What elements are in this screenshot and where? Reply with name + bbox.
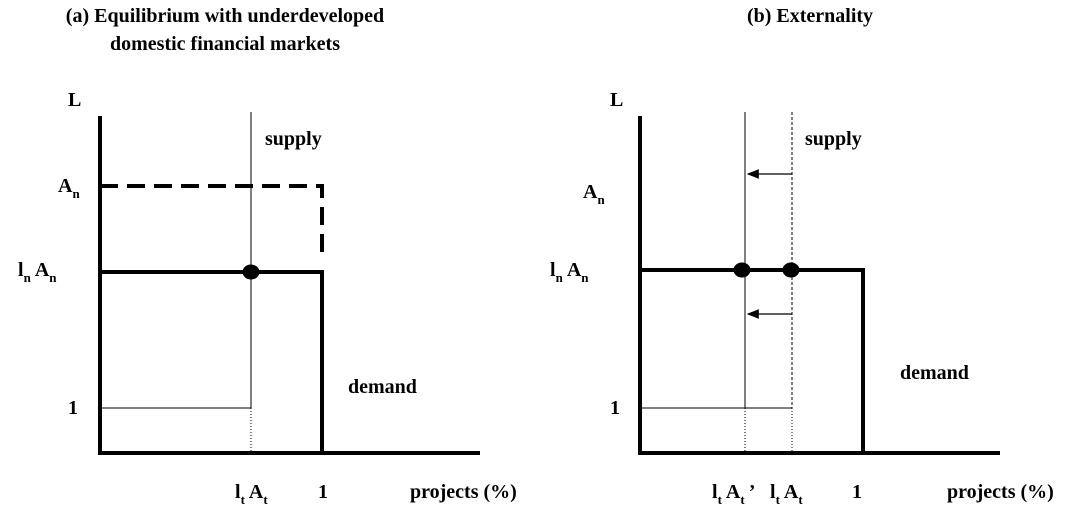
label-subscript: t (798, 492, 803, 507)
label-text: 1 (852, 481, 862, 503)
label-text: l (235, 481, 241, 503)
label-gap (803, 481, 807, 503)
label-subscript: t (718, 492, 723, 507)
label-text: A (567, 259, 582, 281)
label-subscript: n (581, 270, 589, 285)
label-text: 1 (318, 481, 328, 503)
label-gap (605, 181, 609, 203)
x-label: lt At (235, 481, 272, 507)
label-gap (268, 481, 272, 503)
label-text: A (35, 259, 50, 281)
label-text: A (249, 481, 264, 503)
y-axis-label: L (610, 89, 623, 111)
label-subscript: n (72, 186, 80, 201)
label-subscript: t (263, 492, 268, 507)
curve-label: demand (348, 376, 417, 398)
label-text: l (18, 259, 24, 281)
curve-label: supply (265, 128, 322, 150)
y-label: ln An (550, 259, 593, 285)
label-gap (589, 259, 593, 281)
label-gap (57, 259, 61, 281)
x-label: 1 (318, 481, 328, 503)
shapes (98, 112, 1000, 455)
y-label: 1 (68, 397, 78, 419)
label-subscript: t (776, 492, 781, 507)
label-text: A (583, 181, 598, 203)
y-label: An (583, 181, 609, 207)
label-text: A (58, 175, 73, 197)
curve-label: supply (805, 128, 862, 150)
y-label: ln An (18, 259, 61, 285)
label-subscript: n (24, 270, 32, 285)
label-text: l (550, 259, 556, 281)
label-text: A (784, 481, 799, 503)
label-subscript: n (49, 270, 57, 285)
x-axis-label: projects (%) (947, 481, 1054, 503)
label-subscript: n (556, 270, 564, 285)
y-axis-label: L (68, 89, 81, 111)
panel-title: (b) Externality (747, 5, 873, 27)
label-text: ’ (749, 481, 756, 503)
labels: (a) Equilibrium with underdeveloped domes… (18, 5, 1054, 507)
label-text: l (770, 481, 776, 503)
curve-label: demand (900, 362, 969, 384)
x-label: lt At ’ (712, 481, 755, 507)
x-label: 1 (852, 481, 862, 503)
label-gap (80, 175, 84, 197)
label-text: l (712, 481, 718, 503)
label-text: A (726, 481, 741, 503)
y-label: 1 (610, 397, 620, 419)
x-axis-label: projects (%) (410, 481, 517, 503)
label-subscript: t (740, 492, 745, 507)
label-subscript: n (597, 192, 605, 207)
x-label: lt At (770, 481, 807, 507)
label-subscript: t (241, 492, 246, 507)
panel-title: domestic financial markets (110, 33, 340, 55)
panel-title: (a) Equilibrium with underdeveloped (66, 5, 384, 27)
label-text: 1 (610, 397, 620, 419)
y-label: An (58, 175, 84, 201)
label-text: 1 (68, 397, 78, 419)
